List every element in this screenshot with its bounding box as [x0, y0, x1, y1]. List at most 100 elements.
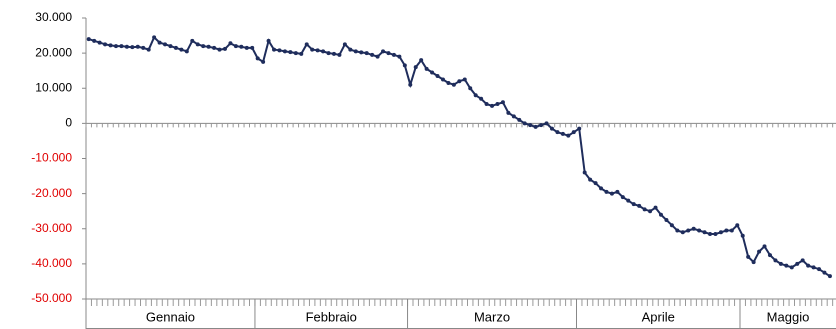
point [588, 177, 593, 182]
point [179, 47, 184, 52]
point [806, 263, 811, 268]
series-line [88, 35, 831, 278]
point [653, 205, 658, 210]
point [658, 212, 663, 217]
point [157, 40, 162, 45]
y-tick-label: -30.000 [31, 221, 72, 235]
point [773, 258, 778, 263]
point [729, 228, 734, 233]
point [424, 66, 429, 71]
point [713, 232, 718, 237]
point [97, 40, 102, 45]
point [827, 274, 832, 279]
point [533, 124, 538, 129]
point [511, 114, 516, 119]
point [457, 79, 462, 84]
point [686, 228, 691, 233]
point [691, 226, 696, 231]
point [348, 47, 353, 52]
point [549, 126, 554, 131]
point [599, 186, 604, 191]
point [675, 228, 680, 233]
point [577, 126, 582, 131]
point [484, 102, 489, 107]
point [353, 49, 358, 54]
point [152, 35, 157, 40]
point [555, 130, 560, 135]
point [391, 52, 396, 57]
point [795, 261, 800, 266]
point [479, 96, 484, 101]
point [473, 93, 478, 98]
point [811, 265, 816, 270]
point [135, 44, 140, 49]
point [212, 45, 217, 50]
x-tick-label: Aprile [642, 309, 675, 324]
point [822, 270, 827, 275]
point [86, 37, 91, 42]
point [419, 58, 424, 63]
point [735, 223, 740, 228]
point [337, 52, 342, 57]
point [233, 44, 238, 49]
point [119, 44, 124, 49]
point [609, 191, 614, 196]
point [544, 121, 549, 126]
point [386, 51, 391, 56]
point [304, 42, 309, 47]
point [244, 45, 249, 50]
point [724, 228, 729, 233]
point [631, 202, 636, 207]
point [277, 48, 282, 53]
point [620, 195, 625, 200]
point [446, 80, 451, 85]
point [451, 82, 456, 87]
point [228, 41, 233, 46]
point [146, 47, 151, 52]
point [201, 44, 206, 49]
point [664, 217, 669, 222]
point [299, 51, 304, 56]
point [282, 49, 287, 54]
point [762, 244, 767, 249]
point [817, 267, 822, 272]
point [184, 49, 189, 54]
point [648, 209, 653, 214]
point [490, 103, 495, 108]
point [413, 65, 418, 70]
point [272, 47, 277, 52]
point [293, 51, 298, 56]
point [141, 45, 146, 50]
point [757, 249, 762, 254]
x-tick-label: Gennaio [146, 309, 195, 324]
point [571, 130, 576, 135]
point [767, 253, 772, 258]
point [364, 51, 369, 56]
point [566, 133, 571, 138]
point [375, 54, 380, 59]
point [800, 258, 805, 263]
point [163, 42, 168, 47]
point [539, 123, 544, 128]
point [217, 47, 222, 52]
point [517, 117, 522, 122]
point [130, 45, 135, 50]
y-tick-label: 20.000 [35, 45, 72, 59]
y-tick-label: 10.000 [35, 80, 72, 94]
point [506, 110, 511, 115]
point [239, 44, 244, 49]
point [326, 51, 331, 56]
point [604, 189, 609, 194]
point [746, 254, 751, 259]
point [168, 44, 173, 49]
point [190, 38, 195, 43]
point [402, 63, 407, 68]
point [261, 59, 266, 64]
point [103, 42, 108, 47]
point [359, 50, 364, 55]
point [288, 50, 293, 55]
point [381, 49, 386, 54]
point [342, 42, 347, 47]
y-tick-label: 0 [65, 116, 72, 130]
